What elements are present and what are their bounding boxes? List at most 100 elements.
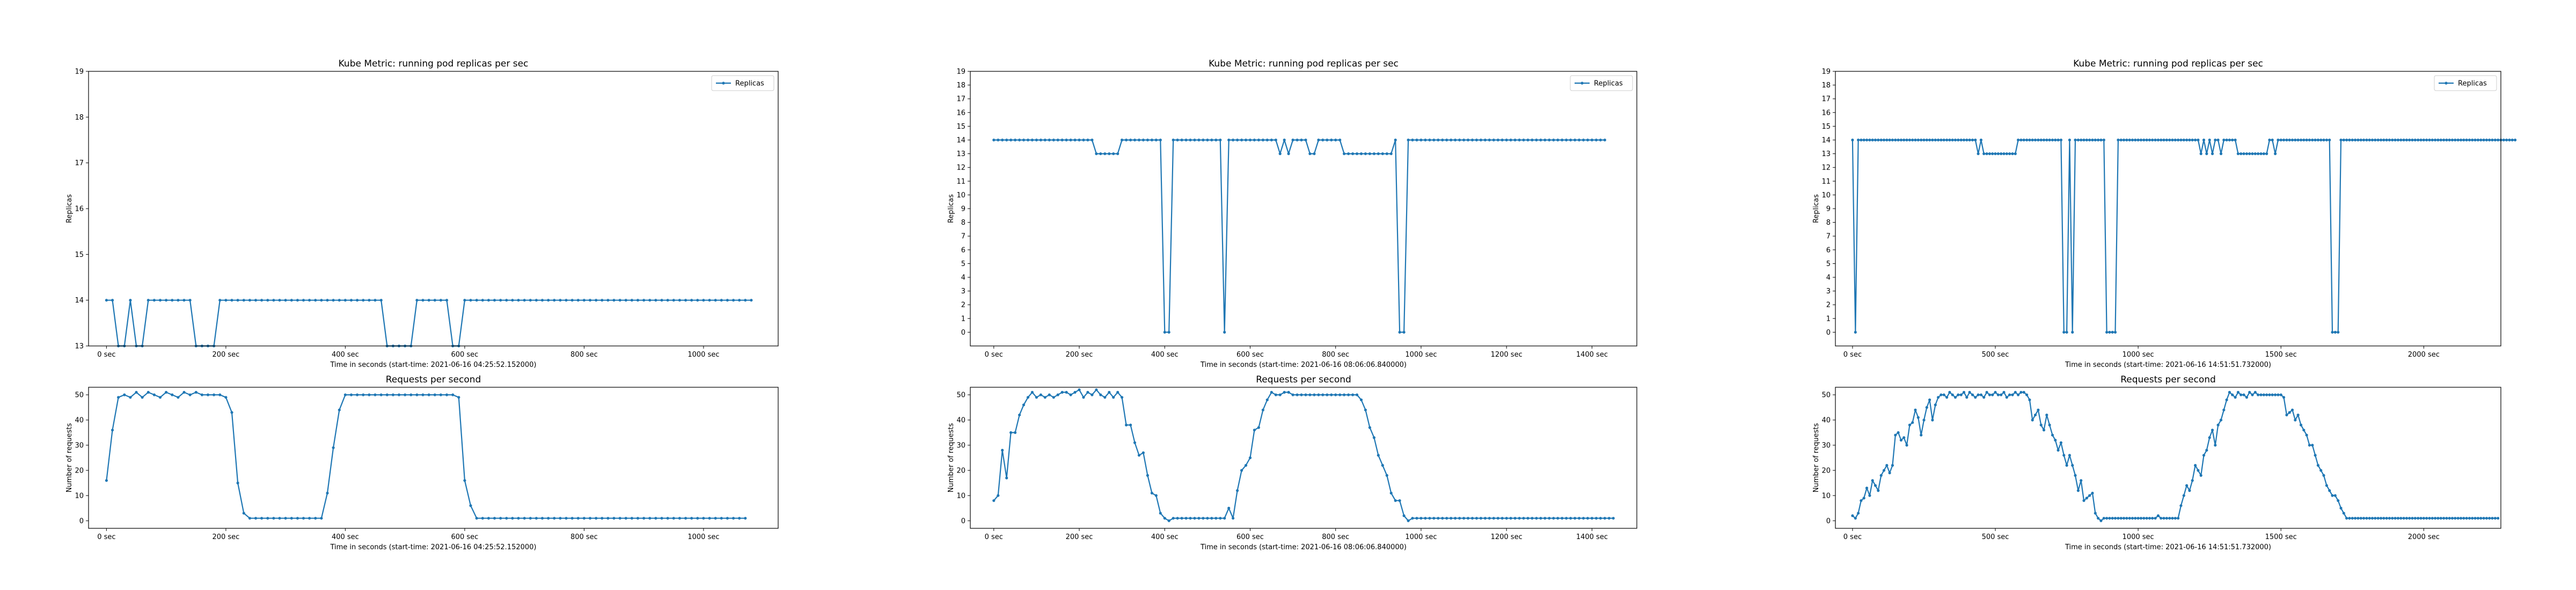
data-point <box>2388 138 2391 142</box>
data-point <box>1432 138 1436 142</box>
data-point <box>1227 506 1231 510</box>
data-point <box>1879 138 1883 142</box>
data-point <box>1274 393 1277 396</box>
data-point <box>1518 138 1521 142</box>
data-point <box>1868 494 1871 497</box>
data-point <box>1982 396 1986 399</box>
data-point <box>1962 138 1966 142</box>
data-point <box>2088 494 2091 497</box>
data-point <box>1539 517 1542 520</box>
data-point <box>2479 138 2483 142</box>
data-point <box>2325 138 2328 142</box>
data-point <box>147 390 150 394</box>
data-point <box>2357 517 2360 520</box>
data-point <box>2359 138 2362 142</box>
data-point <box>1133 441 1137 444</box>
data-point <box>1381 152 1384 156</box>
data-point <box>2242 393 2245 396</box>
data-point <box>702 517 705 520</box>
data-point <box>2294 138 2297 142</box>
plot-frame <box>88 387 779 529</box>
data-point <box>2502 138 2505 142</box>
chart-title: Kube Metric: running pod replicas per se… <box>339 58 529 69</box>
data-point <box>2288 411 2291 414</box>
data-point <box>2454 517 2457 520</box>
data-point <box>445 299 449 302</box>
data-point <box>1492 517 1495 520</box>
data-point <box>2511 138 2514 142</box>
y-tick-label: 20 <box>956 467 965 475</box>
data-point <box>2514 138 2517 142</box>
data-point <box>1871 138 1874 142</box>
data-point <box>188 393 192 396</box>
data-point <box>1052 138 1055 142</box>
data-point <box>1475 517 1478 520</box>
data-point <box>618 517 621 520</box>
series-line <box>993 389 1614 522</box>
data-point <box>2245 152 2248 156</box>
data-point <box>254 299 258 302</box>
data-point <box>1860 138 1863 142</box>
data-point <box>2068 138 2071 142</box>
data-point <box>2080 479 2083 482</box>
data-point <box>1458 138 1461 142</box>
y-tick-label: 1 <box>961 315 965 323</box>
data-point <box>1240 138 1243 142</box>
data-point <box>2231 138 2234 142</box>
data-point <box>1214 517 1218 520</box>
data-point <box>1556 138 1560 142</box>
x-tick-label: 1400 sec <box>1576 533 1608 541</box>
data-point <box>2290 138 2294 142</box>
data-point <box>1466 138 1470 142</box>
data-point <box>1868 138 1871 142</box>
data-point <box>2151 138 2154 142</box>
data-point <box>1095 388 1098 392</box>
data-point <box>1920 138 1923 142</box>
data-point <box>1026 396 1030 399</box>
data-point <box>1001 138 1004 142</box>
data-point <box>1940 393 1943 396</box>
data-point <box>1985 152 1988 156</box>
data-point <box>1407 519 1410 522</box>
data-point <box>2316 464 2319 467</box>
plot-frame <box>88 71 779 346</box>
data-point <box>636 517 640 520</box>
y-axis-label: Replicas <box>947 194 955 223</box>
plot-frame <box>1835 71 2501 346</box>
data-point <box>2473 517 2477 520</box>
data-point <box>1321 393 1324 396</box>
data-point <box>1505 138 1508 142</box>
data-point <box>1180 517 1183 520</box>
data-point <box>2476 138 2479 142</box>
data-point <box>2465 517 2468 520</box>
data-point <box>1905 444 1908 447</box>
data-point <box>1035 396 1038 399</box>
data-point <box>642 299 646 302</box>
data-point <box>171 299 174 302</box>
data-point <box>2031 418 2034 422</box>
data-point <box>2382 517 2385 520</box>
data-point <box>2448 517 2451 520</box>
data-point <box>463 479 466 482</box>
data-point <box>2017 393 2020 396</box>
data-point <box>2000 152 2003 156</box>
data-point <box>2168 138 2171 142</box>
data-point <box>1945 138 1949 142</box>
data-point <box>2105 330 2109 334</box>
data-point <box>2488 138 2491 142</box>
data-point <box>2348 138 2351 142</box>
data-point <box>2122 517 2126 520</box>
data-point <box>2442 517 2446 520</box>
legend-label: Replicas <box>735 80 764 88</box>
data-point <box>2251 152 2254 156</box>
data-point <box>1925 406 1928 409</box>
data-point <box>499 517 502 520</box>
data-point <box>2342 512 2345 515</box>
data-point <box>2396 517 2399 520</box>
data-point <box>2445 517 2448 520</box>
data-point <box>2059 441 2062 444</box>
data-point <box>421 299 425 302</box>
data-point <box>1522 138 1525 142</box>
data-point <box>505 299 508 302</box>
y-tick-label: 0 <box>1826 329 1831 337</box>
